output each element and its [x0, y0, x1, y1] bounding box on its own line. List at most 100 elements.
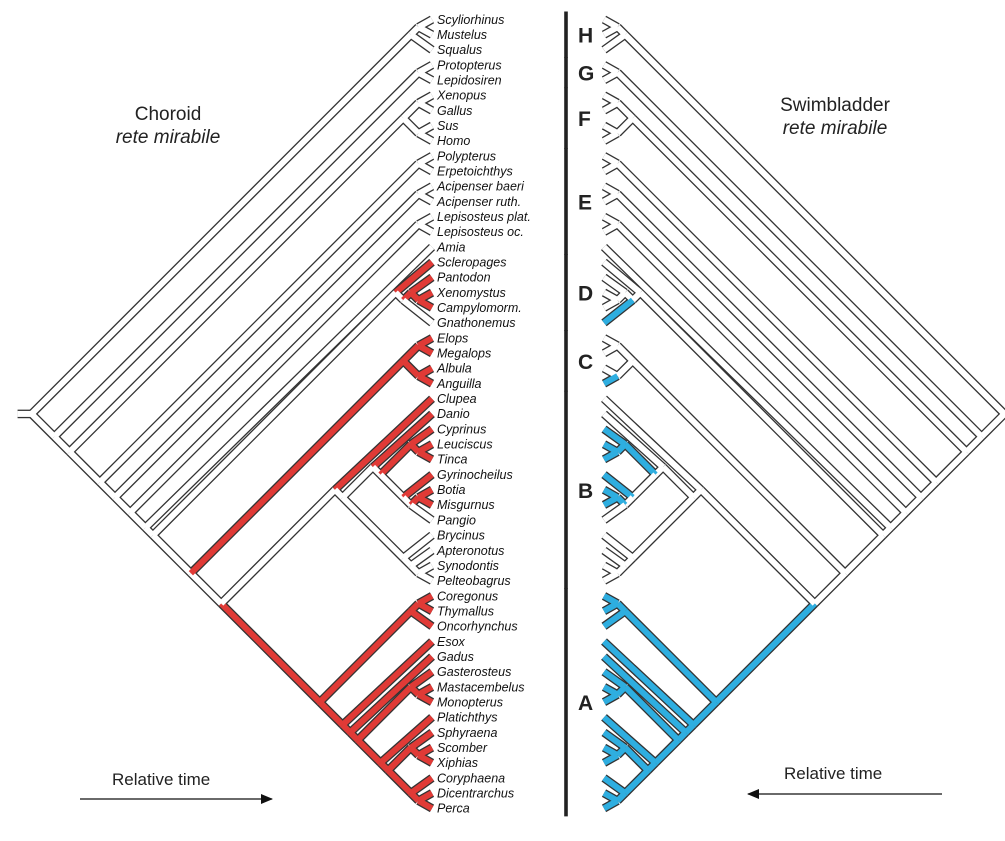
- swimbladder-branch: [602, 130, 620, 144]
- choroid-branch: [128, 510, 148, 530]
- choroid-branch: [317, 609, 413, 705]
- left-title-line2: rete mirabile: [115, 127, 221, 148]
- choroid-branch: [416, 130, 434, 144]
- swimbladder-branch: [602, 715, 658, 766]
- taxon-label: Pangio: [437, 513, 476, 527]
- choroid-branch: [416, 297, 434, 311]
- choroid-branch: [408, 563, 421, 576]
- choroid-branch: [112, 495, 133, 515]
- swimbladder-branch: [691, 700, 719, 728]
- swimbladder-branch: [602, 691, 620, 705]
- taxon-label: Xenopus: [436, 89, 486, 103]
- swimbladder-branch: [615, 290, 628, 303]
- swimbladder-branch: [964, 434, 984, 454]
- swimbladder-branch: [602, 274, 627, 295]
- swimbladder-branch: [615, 358, 635, 379]
- swimbladder-branch: [601, 654, 688, 735]
- choroid-branch: [408, 745, 421, 758]
- choroid-branch: [401, 495, 413, 508]
- choroid-branch: [408, 442, 421, 454]
- swimbladder-branch: [602, 548, 627, 569]
- swimbladder-branch: [602, 494, 620, 508]
- right-panel-title: Swimbladder rete mirabile: [745, 94, 925, 140]
- swimbladder-branch: [615, 115, 635, 136]
- left-panel-title: Choroid rete mirabile: [88, 103, 248, 149]
- taxon-label: Danio: [437, 407, 470, 421]
- taxon-label: Esox: [437, 635, 466, 649]
- choroid-branch: [97, 480, 118, 500]
- taxon-label: Coregonus: [437, 589, 498, 603]
- choroid-branch: [393, 259, 434, 295]
- left-time-label: Relative time: [112, 770, 211, 789]
- choroid-branch: [416, 343, 434, 356]
- taxon-label: Coryphaena: [437, 771, 505, 785]
- taxon-label: Apteronotus: [436, 544, 504, 558]
- choroid-branch: [188, 358, 406, 576]
- swimbladder-branch: [602, 426, 627, 447]
- swimbladder-branch: [601, 411, 666, 470]
- choroid-branch: [409, 32, 434, 53]
- choroid-branch: [401, 100, 421, 121]
- swimbladder-branch: [615, 563, 628, 576]
- taxon-label: Platichthys: [437, 711, 497, 725]
- choroid-branch: [378, 715, 434, 766]
- swimbladder-branch: [615, 100, 635, 121]
- swimbladder-branch: [602, 259, 643, 295]
- choroid-branch: [52, 70, 421, 439]
- choroid-branch: [67, 115, 406, 454]
- swimbladder-branch: [601, 396, 704, 492]
- taxon-labels: ScyliorhinusMustelusSqualusProtopterusLe…: [436, 13, 531, 816]
- taxon-label: Pelteobagrus: [437, 574, 511, 588]
- swimbladder-branch: [602, 600, 620, 614]
- choroid-branch: [378, 472, 406, 500]
- taxon-label: Amia: [436, 240, 466, 254]
- swimbladder-branch: [623, 745, 651, 773]
- taxon-label: Sphyraena: [437, 726, 498, 740]
- choroid-branch: [401, 358, 421, 379]
- group-letter: F: [578, 108, 591, 131]
- choroid-branch: [416, 191, 434, 205]
- swimbladder-branch: [602, 160, 620, 174]
- choroid-branch: [67, 449, 102, 485]
- taxon-label: Dicentrarchus: [437, 786, 514, 800]
- choroid-branch: [112, 191, 421, 500]
- choroid-branch: [29, 32, 413, 417]
- choroid-branch: [385, 768, 413, 796]
- taxon-label: Sus: [437, 119, 459, 133]
- taxon-label: Albula: [436, 362, 472, 376]
- swimbladder-branch: [630, 495, 696, 561]
- swimbladder-branch: [623, 555, 635, 568]
- taxon-label: Lepidosiren: [437, 73, 502, 87]
- swimbladder-branch: [683, 722, 696, 735]
- choroid-branch: [348, 730, 360, 743]
- choroid-branch: [385, 745, 413, 773]
- taxon-label: Tinca: [437, 453, 468, 467]
- swimbladder-branch: [615, 191, 924, 500]
- taxon-label: Scomber: [437, 741, 488, 755]
- choroid-branch: [408, 290, 421, 303]
- choroid-branch: [150, 533, 193, 576]
- taxon-label: Homo: [437, 134, 470, 148]
- choroid-branch: [29, 411, 57, 439]
- taxon-label: Pantodon: [437, 271, 491, 285]
- choroid-branch: [401, 115, 421, 136]
- choroid-branch: [97, 161, 421, 485]
- swimbladder-branch: [630, 358, 848, 576]
- swimbladder-branch: [602, 191, 620, 205]
- swimbladder-branch: [601, 244, 893, 530]
- taxon-label: Squalus: [437, 43, 482, 57]
- choroid-branch: [409, 548, 434, 569]
- choroid-branch: [340, 722, 353, 735]
- choroid-branch: [416, 221, 434, 235]
- taxon-label: Misgurnus: [437, 498, 495, 512]
- swimbladder-branch: [602, 221, 620, 235]
- swimbladder-branch: [623, 32, 1005, 417]
- choroid-branch: [416, 24, 434, 38]
- taxon-label: Gallus: [437, 104, 472, 118]
- taxon-label: Gnathonemus: [437, 316, 516, 330]
- choroid-branch: [52, 434, 72, 454]
- swimbladder-branch: [602, 608, 627, 629]
- taxon-label: Clupea: [437, 392, 477, 406]
- swimbladder-branch: [602, 343, 620, 356]
- choroid-branch: [188, 571, 224, 606]
